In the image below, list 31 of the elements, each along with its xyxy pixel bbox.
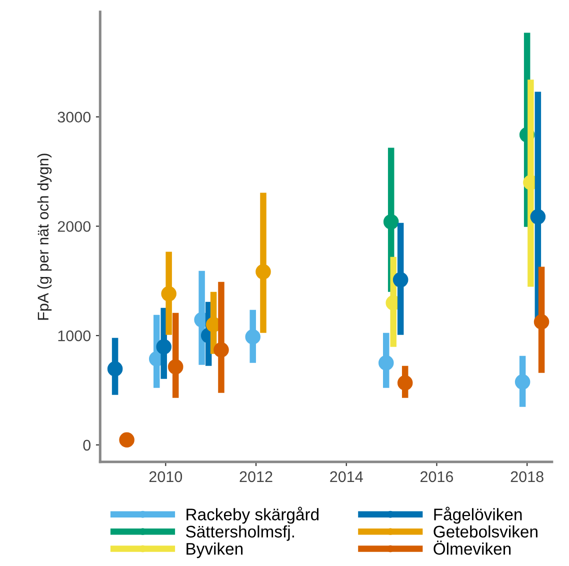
point — [161, 286, 176, 302]
x-tick-label: 2014 — [330, 471, 363, 482]
point — [534, 314, 550, 330]
point — [256, 264, 271, 280]
point — [383, 214, 399, 230]
y-tick-label: 3000 — [58, 112, 91, 123]
point — [514, 374, 530, 390]
point — [392, 272, 408, 288]
x-tick-label: 2016 — [420, 471, 454, 482]
point — [245, 329, 260, 345]
legend-label: Sättersholmsfj. — [186, 525, 294, 541]
point — [378, 355, 394, 371]
x-tick-label: 2012 — [240, 471, 272, 482]
point — [107, 361, 123, 377]
x-tick-label: 2010 — [149, 471, 182, 482]
y-tick-label: 2000 — [58, 221, 91, 232]
point — [530, 209, 546, 224]
legend-label: Ölmeviken — [434, 540, 511, 555]
point — [168, 359, 184, 374]
point — [214, 342, 229, 358]
point — [119, 432, 134, 448]
y-tick-label: 0 — [83, 440, 91, 451]
point — [397, 375, 413, 391]
legend-label: Fågelöviken — [434, 506, 522, 524]
legend-label: Byviken — [186, 542, 243, 558]
y-axis-title: FpA (g per nät och dygn) — [37, 154, 52, 320]
y-tick-label: 1000 — [58, 330, 91, 342]
legend-label: Getebolsviken — [434, 525, 538, 538]
point — [156, 339, 172, 354]
legend-label: Rackeby skärgård — [186, 506, 318, 524]
x-tick-label: 2018 — [510, 471, 544, 482]
